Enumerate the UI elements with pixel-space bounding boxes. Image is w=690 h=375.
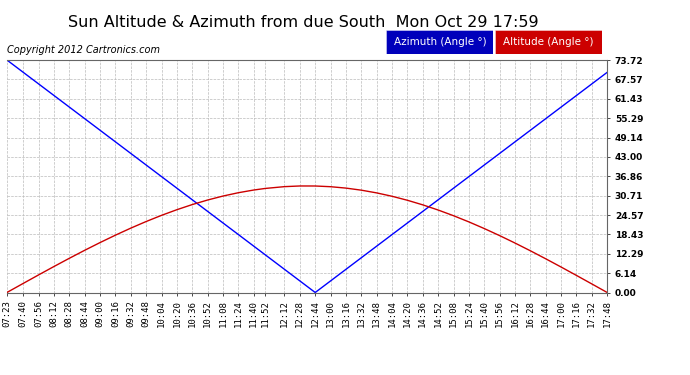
Text: Sun Altitude & Azimuth from due South  Mon Oct 29 17:59: Sun Altitude & Azimuth from due South Mo…	[68, 15, 539, 30]
Text: Copyright 2012 Cartronics.com: Copyright 2012 Cartronics.com	[7, 45, 160, 55]
Text: Altitude (Angle °): Altitude (Angle °)	[503, 37, 593, 47]
Text: Azimuth (Angle °): Azimuth (Angle °)	[393, 37, 486, 47]
